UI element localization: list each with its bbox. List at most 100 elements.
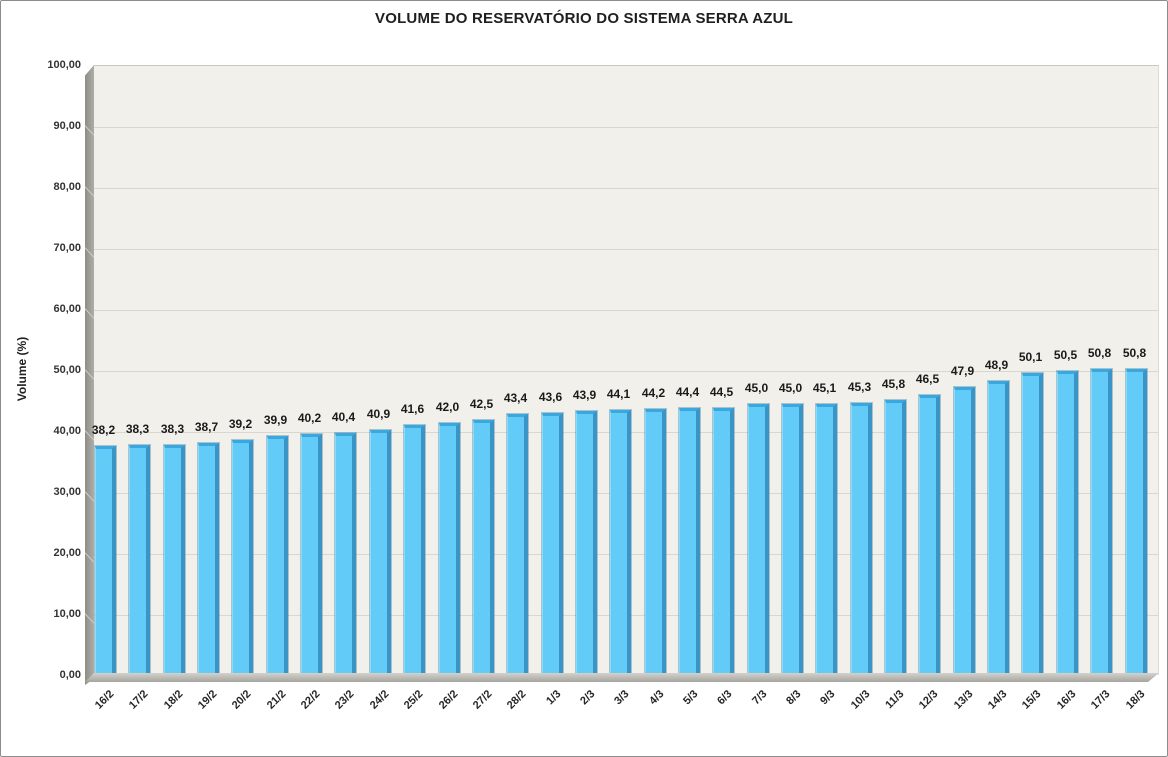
bar-value-label: 45,3 xyxy=(847,380,872,394)
x-tick-label: 20/2 xyxy=(229,688,254,712)
bar-value-label: 43,6 xyxy=(538,390,563,404)
bar-value-label: 46,5 xyxy=(915,372,940,386)
bar-value-label: 44,1 xyxy=(606,387,631,401)
chart-floor xyxy=(85,673,1159,682)
bar xyxy=(95,446,116,677)
wall-gridline-tick xyxy=(85,186,94,197)
bar-value-label: 40,2 xyxy=(297,411,322,425)
bar-value-label: 43,4 xyxy=(503,391,528,405)
x-tick-label: 12/3 xyxy=(916,688,941,712)
gridline xyxy=(94,371,1158,372)
chart-title: VOLUME DO RESERVATÓRIO DO SISTEMA SERRA … xyxy=(375,10,793,27)
left-wall xyxy=(85,65,94,685)
x-tick-label: 26/2 xyxy=(436,688,461,712)
x-tick-label: 21/2 xyxy=(264,688,289,712)
bar xyxy=(885,400,906,677)
bar-value-label: 45,8 xyxy=(881,377,906,391)
gridline xyxy=(94,310,1158,311)
x-tick-label: 16/3 xyxy=(1054,688,1079,712)
bar xyxy=(267,436,288,677)
bar xyxy=(679,408,700,677)
x-tick-label: 1/3 xyxy=(544,688,564,708)
bar xyxy=(851,403,872,677)
bar xyxy=(610,410,631,677)
x-tick-label: 17/2 xyxy=(126,688,151,712)
bar-value-label: 44,2 xyxy=(641,386,666,400)
wall-gridline-tick xyxy=(85,613,94,624)
y-tick-label: 0,00 xyxy=(59,669,81,681)
x-tick-label: 10/3 xyxy=(848,688,873,712)
bar xyxy=(782,404,803,677)
bar-value-label: 40,9 xyxy=(366,407,391,421)
y-tick-label: 50,00 xyxy=(53,364,81,376)
x-axis: 16/2 17/2 18/2 19/2 20/2 21/2 22/2 23/2 24/2 25/2… xyxy=(92,685,1159,730)
bar xyxy=(1091,369,1112,677)
y-tick-label: 90,00 xyxy=(53,120,81,132)
wall-gridline-tick xyxy=(85,491,94,502)
y-tick-label: 10,00 xyxy=(53,608,81,620)
bar xyxy=(954,387,975,677)
bar-value-label: 41,6 xyxy=(400,402,425,416)
bar-value-label: 40,4 xyxy=(331,410,356,424)
x-tick-label: 8/3 xyxy=(784,688,804,708)
x-tick-label: 9/3 xyxy=(818,688,838,708)
bar-value-label: 50,5 xyxy=(1053,348,1078,362)
y-tick-label: 30,00 xyxy=(53,486,81,498)
bar xyxy=(1126,369,1147,677)
bar xyxy=(198,443,219,677)
x-tick-label: 28/2 xyxy=(504,688,529,712)
bar-value-label: 39,2 xyxy=(228,417,253,431)
bar-value-label: 47,9 xyxy=(950,364,975,378)
bar-value-label: 42,5 xyxy=(469,397,494,411)
bar xyxy=(439,423,460,677)
bar xyxy=(335,433,356,677)
bar-value-label: 50,1 xyxy=(1018,350,1043,364)
x-tick-label: 14/3 xyxy=(985,688,1010,712)
wall-gridline-tick xyxy=(85,308,94,319)
gridline xyxy=(94,249,1158,250)
x-tick-label: 3/3 xyxy=(612,688,632,708)
bar xyxy=(919,395,940,677)
bar-value-label: 45,0 xyxy=(778,381,803,395)
bar-value-label: 48,9 xyxy=(984,358,1009,372)
y-tick-label: 40,00 xyxy=(53,425,81,437)
x-tick-label: 23/2 xyxy=(332,688,357,712)
x-tick-label: 18/2 xyxy=(161,688,186,712)
x-tick-label: 7/3 xyxy=(750,688,770,708)
bar-value-label: 44,5 xyxy=(709,385,734,399)
wall-gridline-tick xyxy=(85,125,94,136)
bar xyxy=(164,445,185,677)
bar-value-label: 50,8 xyxy=(1087,346,1112,360)
bar-value-label: 50,8 xyxy=(1122,346,1147,360)
bar xyxy=(370,430,391,677)
bar xyxy=(1057,371,1078,677)
x-tick-label: 15/3 xyxy=(1019,688,1044,712)
x-tick-label: 4/3 xyxy=(647,688,667,708)
bar xyxy=(645,409,666,677)
bar-value-label: 39,9 xyxy=(263,413,288,427)
bar-value-label: 43,9 xyxy=(572,388,597,402)
x-tick-label: 19/2 xyxy=(195,688,220,712)
x-tick-label: 25/2 xyxy=(401,688,426,712)
y-tick-label: 60,00 xyxy=(53,303,81,315)
x-tick-label: 6/3 xyxy=(715,688,735,708)
gridline xyxy=(94,127,1158,128)
bar xyxy=(713,408,734,677)
bar xyxy=(542,413,563,677)
x-tick-label: 5/3 xyxy=(681,688,701,708)
bar xyxy=(748,404,769,677)
bar-value-label: 45,0 xyxy=(744,381,769,395)
bar xyxy=(1022,373,1043,677)
bar xyxy=(129,445,150,677)
x-tick-label: 16/2 xyxy=(92,688,117,712)
x-tick-label: 13/3 xyxy=(951,688,976,712)
bar xyxy=(404,425,425,677)
bar-value-label: 45,1 xyxy=(812,381,837,395)
bar xyxy=(988,381,1009,677)
bar-value-label: 38,3 xyxy=(160,422,185,436)
x-tick-label: 11/3 xyxy=(883,688,907,712)
wall-gridline-tick xyxy=(85,369,94,380)
wall-gridline-tick xyxy=(85,247,94,258)
x-tick-label: 2/3 xyxy=(578,688,598,708)
